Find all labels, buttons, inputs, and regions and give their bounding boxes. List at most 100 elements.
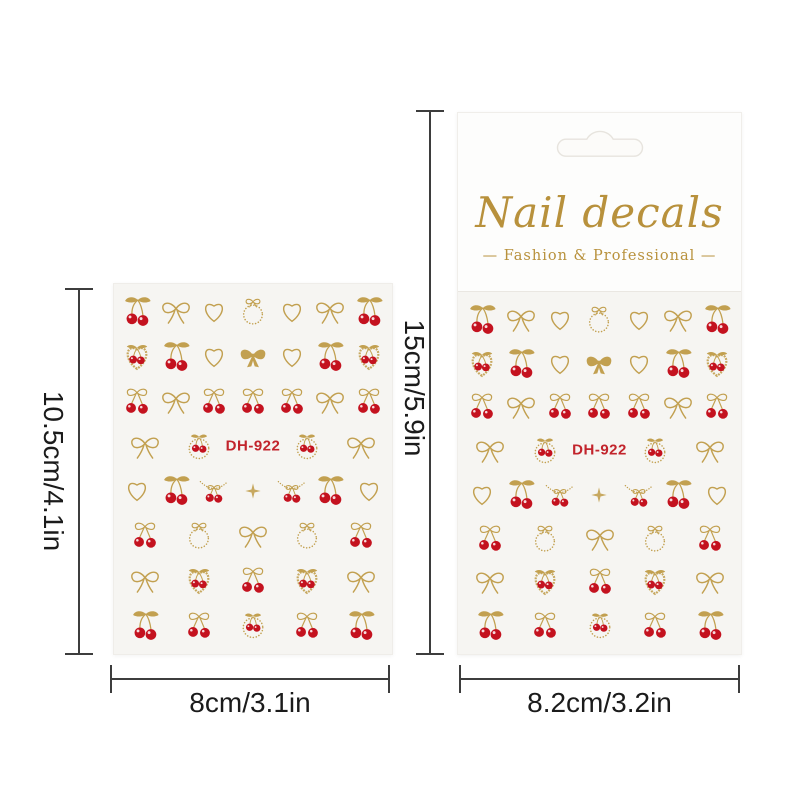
decal-row	[462, 386, 737, 430]
cherry-icon	[157, 474, 196, 508]
brand-title: Nail decals	[475, 188, 724, 237]
heartwreath-icon	[349, 340, 388, 374]
bowcherry-icon	[517, 609, 572, 643]
bowcherry-icon	[627, 609, 682, 643]
wreathcherry-icon	[226, 609, 280, 643]
cherry-icon	[118, 295, 157, 329]
bowcherry-icon	[349, 385, 388, 419]
measure-cap	[416, 110, 444, 112]
bow-icon	[157, 385, 196, 419]
bow-icon	[572, 522, 627, 556]
measure-cap	[388, 665, 390, 693]
package-header: Nail decals — Fashion & Professional —	[458, 113, 741, 291]
wreath-icon	[627, 522, 682, 556]
garland-icon	[272, 474, 311, 508]
cherry-icon	[311, 340, 350, 374]
bow-icon	[462, 434, 517, 468]
hang-hole	[556, 130, 643, 157]
bowcherry-icon	[682, 522, 737, 556]
garland-icon	[541, 478, 580, 512]
product-code-small: DH-922	[225, 437, 281, 455]
wreath-icon	[580, 303, 619, 337]
heart-icon	[541, 347, 580, 381]
bow-icon	[334, 564, 388, 598]
bowcherry-icon	[541, 390, 580, 424]
cherry-icon	[311, 474, 350, 508]
cherry-icon	[349, 295, 388, 329]
cherry-icon	[501, 347, 540, 381]
cherry-icon	[658, 347, 697, 381]
bowcherry-icon	[226, 564, 280, 598]
width-label-large: 8.2cm/3.2in	[527, 687, 672, 718]
bow-icon	[658, 390, 697, 424]
cherry-icon	[501, 478, 540, 512]
bowcherry-icon	[195, 385, 234, 419]
bowcherry-icon	[619, 390, 658, 424]
cherry-icon	[118, 609, 172, 643]
measure-cap	[110, 665, 112, 693]
decal-row	[118, 603, 388, 648]
height-measure-line-large	[416, 110, 444, 655]
decal-row	[118, 290, 388, 335]
cherry-icon	[462, 609, 517, 643]
heartwreath-icon	[698, 347, 737, 381]
heart-icon	[118, 474, 157, 508]
decal-pattern	[458, 292, 741, 654]
decal-row	[462, 517, 737, 561]
wreath-icon	[280, 519, 334, 553]
heartwreath-icon	[280, 564, 334, 598]
measure-cap	[738, 665, 740, 693]
bowcherry-icon	[272, 385, 311, 419]
wreathcherry-icon	[572, 609, 627, 643]
width-label-small: 8cm/3.1in	[189, 687, 311, 718]
heart-icon	[619, 303, 658, 337]
heart-icon	[619, 347, 658, 381]
decal-row	[462, 298, 737, 342]
decal-row	[462, 561, 737, 605]
heart-icon	[698, 478, 737, 512]
bowcherry-icon	[334, 519, 388, 553]
decal-row	[118, 335, 388, 380]
wreathcherry-icon	[627, 434, 682, 468]
wreath-icon	[172, 519, 226, 553]
heart-icon	[272, 295, 311, 329]
garland-icon	[195, 474, 234, 508]
bowcherry-icon	[698, 390, 737, 424]
bow-icon	[118, 430, 172, 464]
bowcherry-icon	[462, 522, 517, 556]
decal-sheet-large: DH-922	[458, 291, 741, 654]
heartwreath-icon	[118, 340, 157, 374]
heartwreath-icon	[627, 565, 682, 599]
bow-icon	[682, 565, 737, 599]
heartwreath-icon	[172, 564, 226, 598]
measure-cap	[459, 665, 461, 693]
bowcherry-icon	[172, 609, 226, 643]
heartwreath-icon	[462, 347, 501, 381]
bowcherry-icon	[234, 385, 273, 419]
height-label-small: 10.5cm/4.1in	[38, 390, 69, 552]
bow-icon	[501, 303, 540, 337]
wreathcherry-icon	[280, 430, 334, 464]
bowcherry-icon	[580, 390, 619, 424]
bowcherry-icon	[280, 609, 334, 643]
measure-cap	[416, 653, 444, 655]
heartwreath-icon	[517, 565, 572, 599]
wreathcherry-icon	[517, 434, 572, 468]
decal-row	[462, 473, 737, 517]
solidbow-icon	[580, 347, 619, 381]
solidbow-icon	[234, 340, 273, 374]
cherry-icon	[157, 340, 196, 374]
wreathcherry-icon	[172, 430, 226, 464]
cherry-icon	[682, 609, 737, 643]
heart-icon	[195, 340, 234, 374]
bowcherry-icon	[572, 565, 627, 599]
heart-icon	[349, 474, 388, 508]
bowcherry-icon	[118, 519, 172, 553]
wreath-icon	[517, 522, 572, 556]
decal-row	[118, 514, 388, 559]
measure-cap	[65, 288, 93, 290]
cherry-icon	[334, 609, 388, 643]
bow-icon	[226, 519, 280, 553]
heart-icon	[272, 340, 311, 374]
cherry-icon	[698, 303, 737, 337]
